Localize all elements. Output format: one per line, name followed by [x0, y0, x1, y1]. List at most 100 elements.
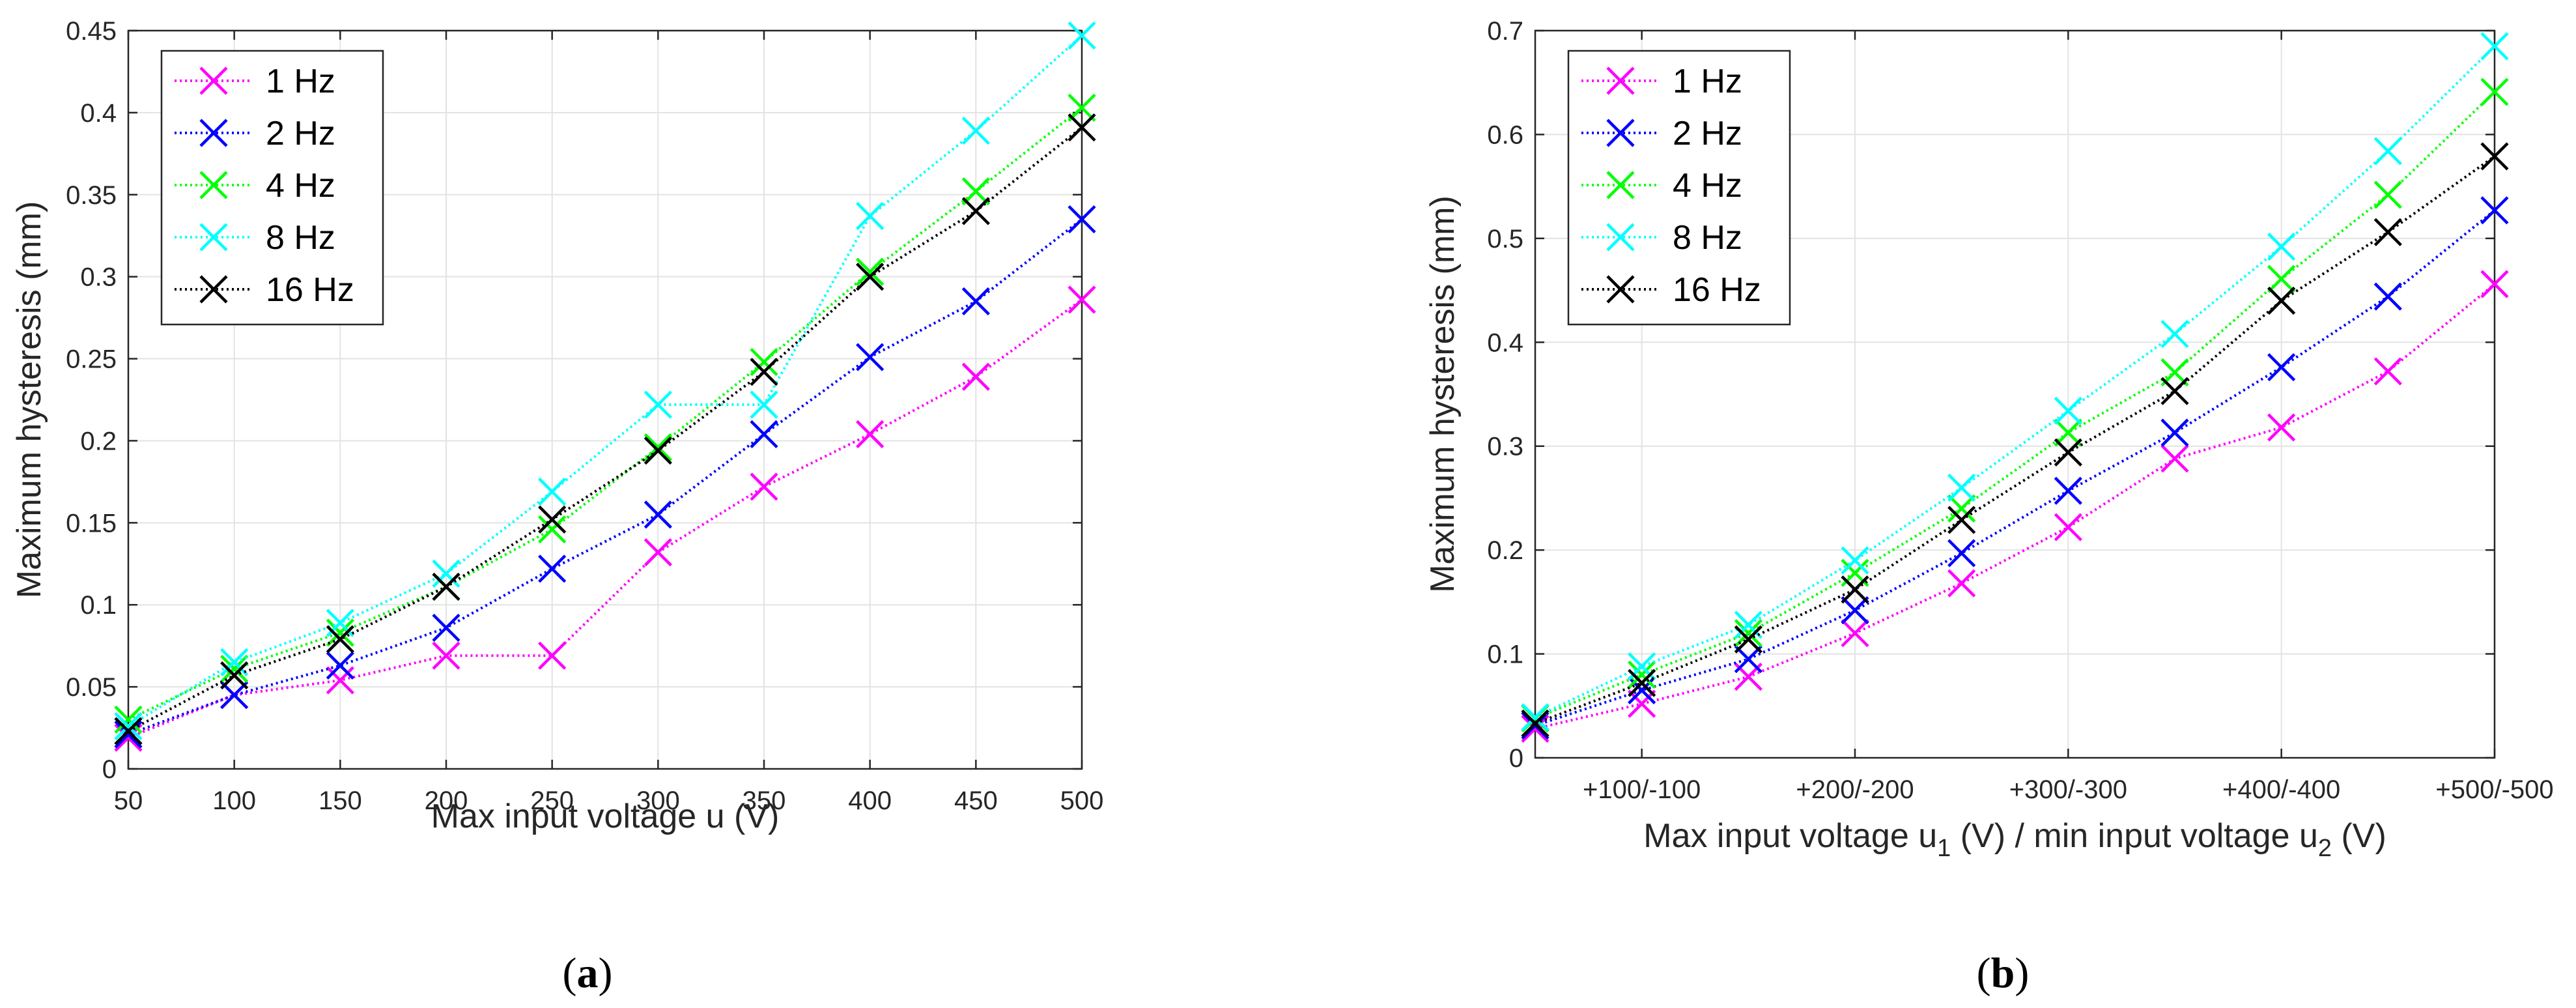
legend-label: 1 Hz [1673, 63, 1742, 100]
y-tick-label: 0.15 [66, 509, 117, 538]
legend-marker [1606, 223, 1635, 252]
data-point [1068, 93, 1096, 122]
data-point [2160, 444, 2189, 473]
legend: 1 Hz 2 Hz 4 Hz 8 Hz 16 Hz [160, 50, 384, 326]
series-line [1535, 283, 2496, 730]
data-point [644, 538, 672, 567]
series-8-hz [114, 21, 1096, 741]
legend-entry: 8 Hz [175, 219, 335, 257]
series-2-hz [114, 205, 1096, 749]
data-point [856, 420, 885, 448]
x-tick-label: +400/-400 [2222, 775, 2340, 804]
data-point [2054, 513, 2082, 541]
data-point [1628, 689, 1656, 718]
data-point [1947, 569, 1976, 598]
x-tick-label: +100/-100 [1583, 775, 1701, 804]
series-line [128, 126, 1083, 732]
x-tick-label: 100 [212, 786, 256, 815]
y-tick-label: 0.2 [1487, 536, 1523, 565]
y-axis-label: Maximum hysteresis (mm) [10, 201, 48, 599]
series-line [1535, 91, 2496, 720]
x-tick-label: 300 [636, 786, 680, 815]
data-point [2054, 396, 2082, 425]
data-point [326, 651, 354, 680]
data-point [750, 390, 778, 419]
y-tick-label: 0.45 [66, 17, 117, 46]
data-point [961, 362, 990, 391]
data-point [856, 263, 885, 291]
data-point [1521, 703, 1550, 732]
legend-entry: 4 Hz [1581, 167, 1742, 205]
y-tick-label: 0.1 [1487, 641, 1523, 669]
legend-entry: 4 Hz [175, 167, 335, 205]
legend-marker [199, 275, 228, 304]
legend-marker [1606, 171, 1635, 199]
data-point [2054, 438, 2082, 467]
y-tick-label: 0.5 [1487, 225, 1523, 253]
data-point [750, 420, 778, 448]
data-point [538, 477, 567, 506]
data-point [750, 358, 778, 386]
series-16-hz [1521, 142, 2509, 738]
x-axis-label: Max input voltage u (V) [431, 798, 780, 835]
y-tick-label: 0.4 [80, 99, 117, 128]
x-tick-label: 50 [114, 786, 143, 815]
data-point [2267, 233, 2296, 261]
y-tick-label: 0.3 [80, 263, 117, 292]
legend-label: 16 Hz [1673, 271, 1761, 309]
x-tick-label: 250 [530, 786, 574, 815]
legend-label: 8 Hz [1673, 219, 1742, 257]
legend-label: 1 Hz [266, 63, 335, 100]
plot-frame [127, 29, 1083, 770]
data-point [1068, 21, 1096, 50]
data-point [750, 472, 778, 501]
x-tick-label: 200 [425, 786, 468, 815]
data-point [220, 661, 249, 690]
data-point [1068, 285, 1096, 314]
legend-marker [199, 223, 228, 252]
data-point [114, 712, 143, 741]
series-line [1535, 209, 2496, 727]
x-axis-label: Max input voltage u1 (V) / min input vol… [1643, 817, 2386, 862]
y-tick-label: 0.35 [66, 181, 117, 210]
series-line [128, 106, 1083, 721]
data-point [1947, 539, 1976, 568]
legend-marker [199, 66, 228, 95]
legend-marker [199, 171, 228, 199]
data-point [1521, 709, 1550, 738]
legend-entry: 2 Hz [175, 115, 335, 152]
legend-entry: 16 Hz [175, 271, 354, 309]
data-point [114, 717, 143, 745]
data-point [644, 500, 672, 529]
data-point [1734, 644, 1762, 674]
data-point [432, 572, 460, 601]
data-point [1734, 625, 1762, 654]
data-point [432, 613, 460, 642]
legend-label: 4 Hz [1673, 167, 1742, 205]
data-point [1841, 575, 1869, 604]
data-point [432, 641, 460, 670]
data-point [220, 654, 249, 684]
chart-b: 0 0.1 0.2 0.3 0.4 0.5 0.6 0.7 +100/-100 +200/-200… [1424, 17, 2554, 862]
data-point [1521, 714, 1550, 743]
data-point [2480, 32, 2509, 61]
data-point [2160, 418, 2189, 447]
data-point [856, 257, 885, 286]
data-point [220, 681, 249, 710]
data-point [1947, 506, 1976, 534]
y-tick-label: 0 [1509, 744, 1523, 773]
y-tick-label: 0.1 [80, 591, 117, 620]
data-point [644, 390, 672, 419]
legend-label: 2 Hz [266, 115, 335, 152]
series-1-hz [114, 285, 1096, 752]
data-point [2373, 218, 2402, 246]
data-point [961, 197, 990, 225]
y-tick-label: 0 [102, 755, 117, 784]
y-tick-label: 0.3 [1487, 433, 1523, 461]
data-point [114, 720, 143, 749]
series-16-hz [114, 113, 1096, 745]
x-tick-label: +300/-300 [2009, 775, 2127, 804]
y-tick-label: 0.2 [80, 427, 117, 455]
y-tick-label: 0.25 [66, 345, 117, 374]
data-point [644, 433, 672, 462]
